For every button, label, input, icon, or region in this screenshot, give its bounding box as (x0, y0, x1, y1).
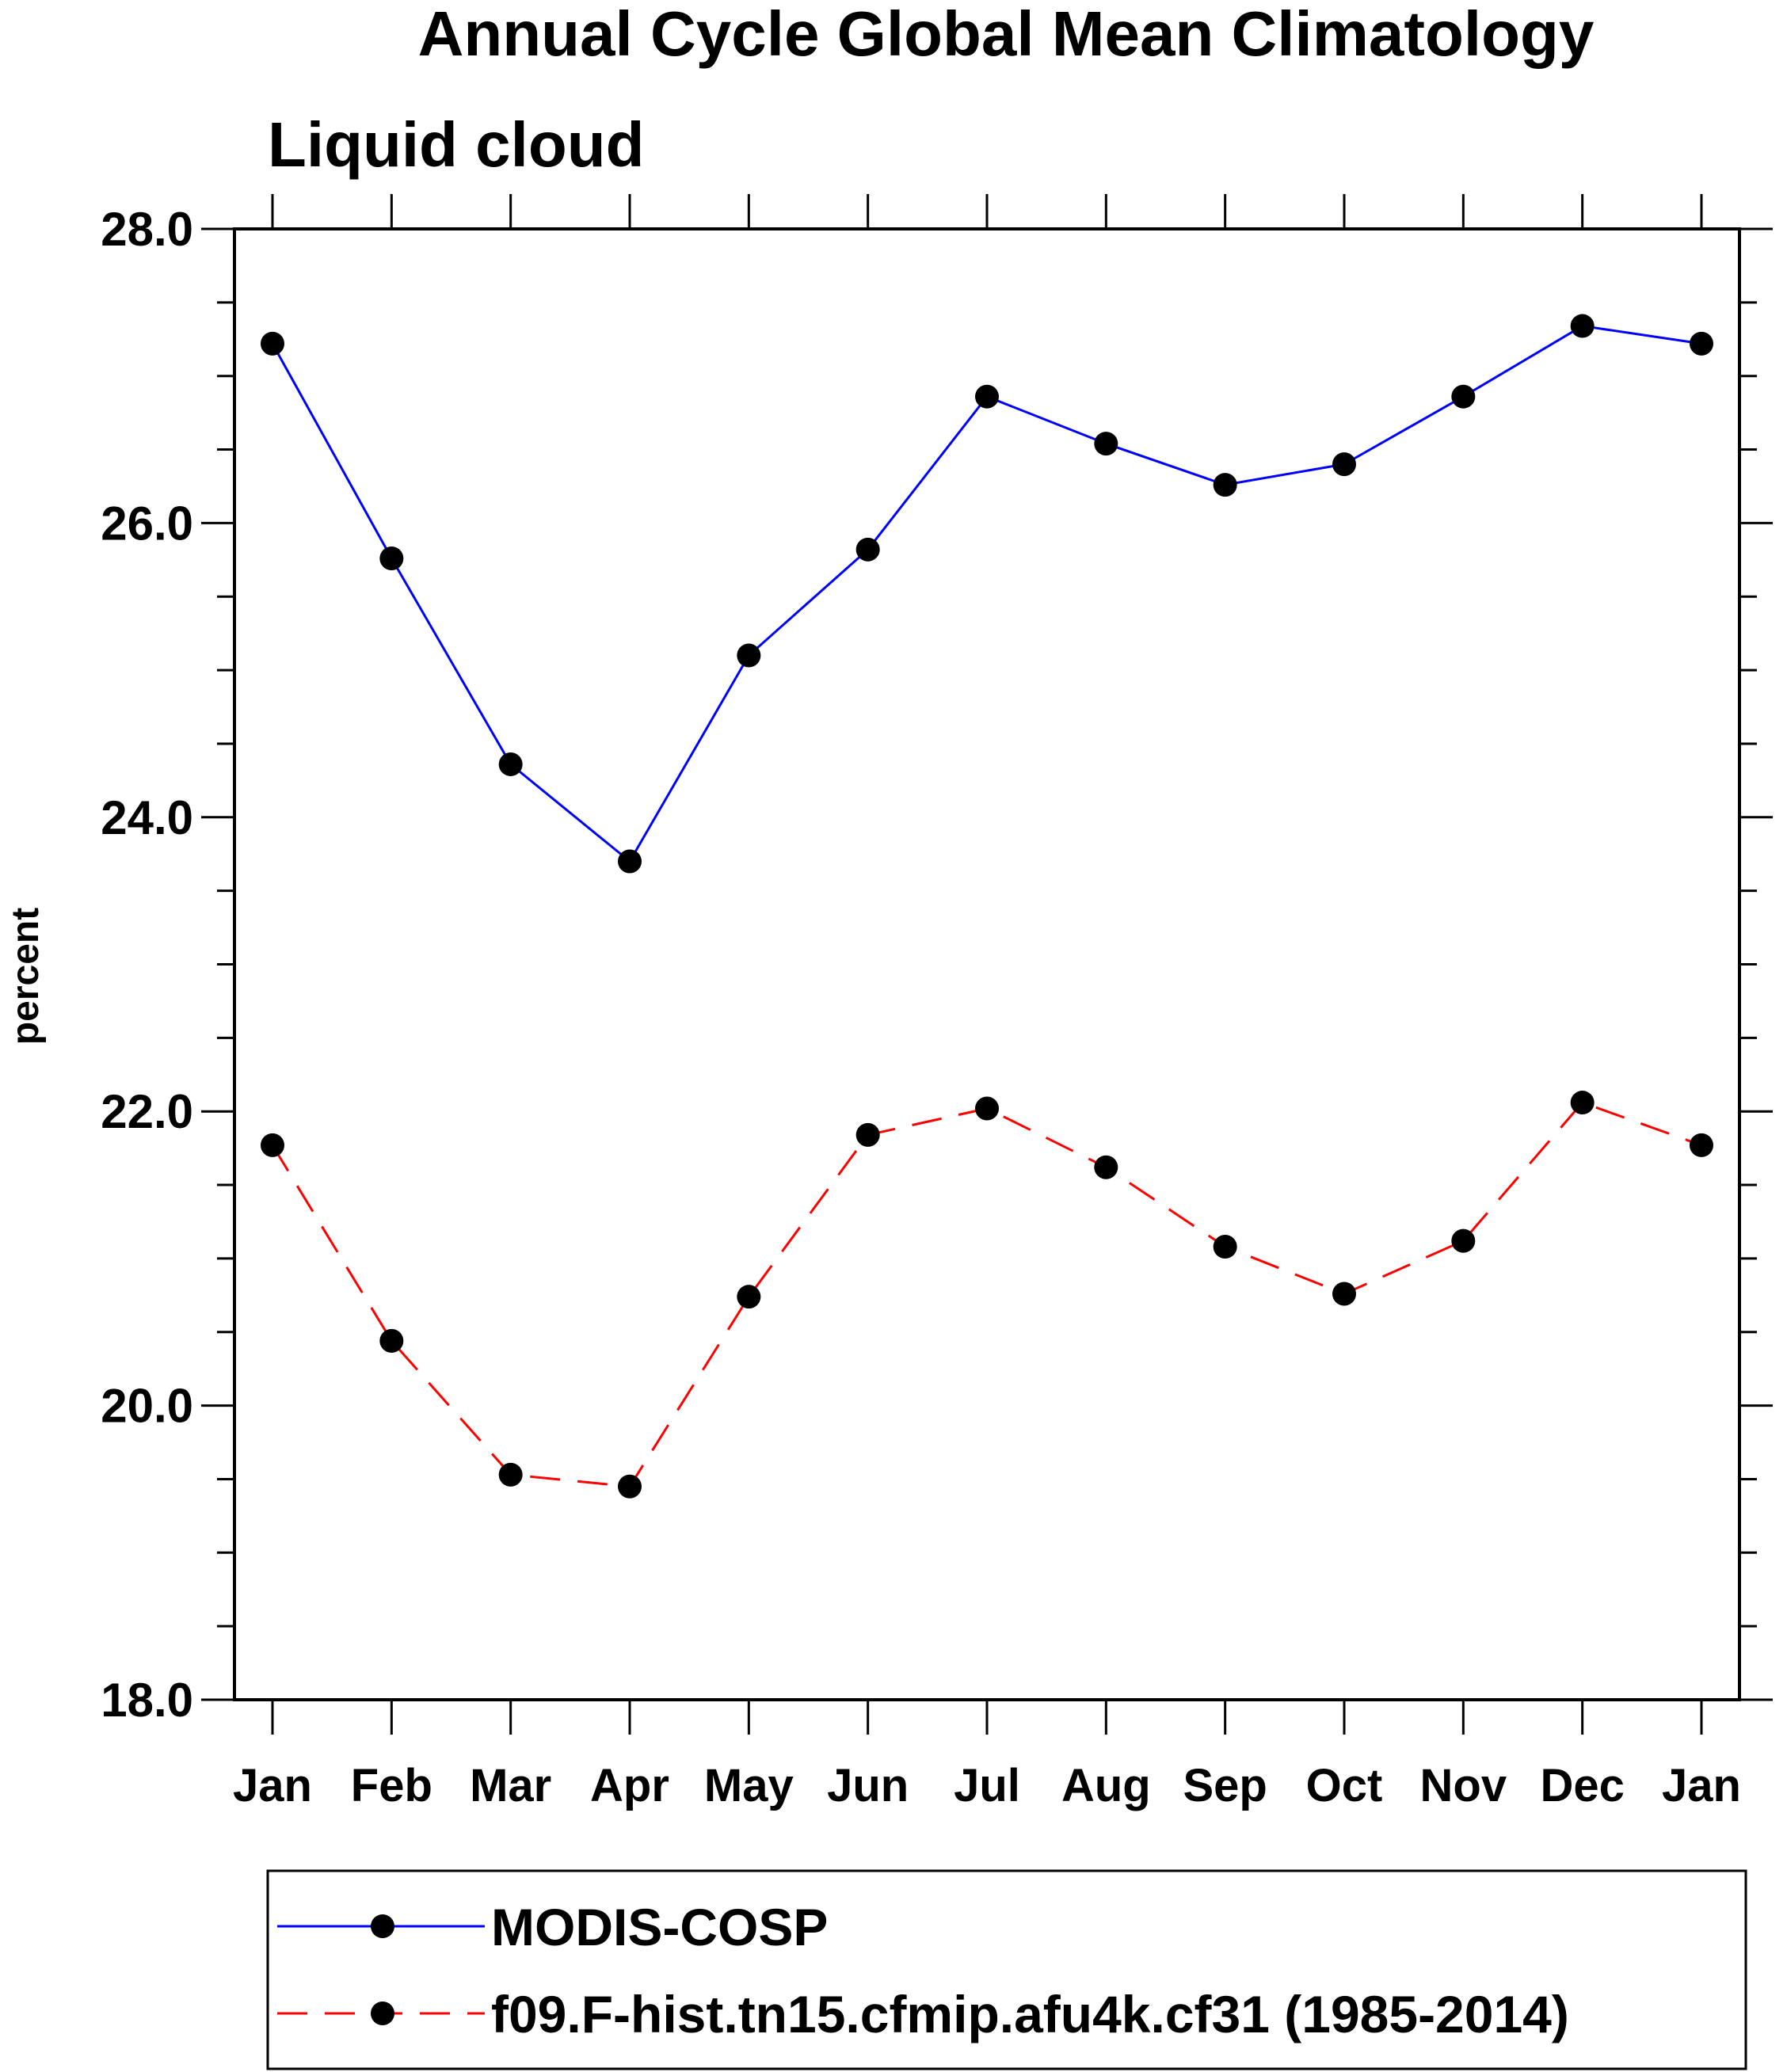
series-2-point (1094, 1155, 1118, 1179)
legend-box (266, 1869, 1747, 2070)
chart-subtitle: Liquid cloud (268, 109, 644, 180)
series-2-point (261, 1133, 284, 1157)
series-2-point (1332, 1282, 1356, 1306)
series-1-point (498, 752, 523, 776)
series-2-point (379, 1328, 404, 1353)
legend-label-1: MODIS-COSP (491, 1898, 828, 1956)
series-1-point (1094, 432, 1118, 456)
series-2-point (975, 1096, 999, 1121)
series-1-point (975, 384, 999, 409)
y-tick-label: 28.0 (101, 203, 193, 256)
y-axis-label: percent (5, 908, 47, 1045)
y-tick-label: 24.0 (101, 791, 193, 844)
legend-label-2: f09.F-hist.tn15.cfmip.afu4k.cf31 (1985-2… (491, 1985, 1569, 2043)
series-1-point (1213, 473, 1237, 497)
x-tick-label: Mar (470, 1760, 551, 1811)
x-tick-label: Aug (1061, 1760, 1151, 1811)
x-tick-label: Dec (1540, 1760, 1624, 1811)
series-1-point (1570, 314, 1595, 338)
series-2-point (1451, 1228, 1476, 1253)
series-2-point (1213, 1235, 1237, 1259)
legend-marker-2 (371, 2002, 394, 2025)
series-1-point (1332, 452, 1356, 477)
series-1-point (1451, 384, 1476, 409)
x-tick-label: Jul (954, 1760, 1020, 1811)
x-tick-label: Apr (590, 1760, 669, 1811)
series-1-point (737, 643, 761, 668)
series-1-point (379, 546, 404, 570)
y-axis-ticks: 18.0 20.0 22.0 24.0 26.0 28.0 (101, 203, 1773, 1727)
series-1-point (261, 331, 284, 356)
series-1-point (1690, 331, 1713, 356)
series-2-point (1570, 1091, 1595, 1115)
y-tick-label: 22.0 (101, 1085, 193, 1138)
x-tick-label: Jun (827, 1760, 909, 1811)
y-tick-label: 20.0 (101, 1380, 193, 1433)
x-tick-label: May (704, 1760, 794, 1811)
series-layer (261, 314, 1713, 1499)
x-tick-label: Sep (1183, 1760, 1267, 1811)
series-1-point (855, 537, 880, 562)
chart-title: Annual Cycle Global Mean Climatology (418, 0, 1595, 69)
series-2-point (618, 1474, 642, 1499)
series-line-2 (271, 1101, 1702, 1488)
y-tick-label: 18.0 (101, 1674, 193, 1727)
y-tick-label: 26.0 (101, 497, 193, 550)
legend-marker-1 (371, 1914, 394, 1938)
x-axis-ticks: Jan Feb Mar Apr May Jun Jul Aug Sep Oct Nov Dec Jan (233, 194, 1741, 1811)
x-tick-label: Oct (1306, 1760, 1383, 1811)
series-2-point (1690, 1133, 1713, 1157)
series-2-point (737, 1285, 761, 1309)
series-1-point (618, 849, 642, 874)
plot-frame (233, 227, 1741, 1701)
legend: MODIS-COSP f09.F-hist.tn15.cfmip.afu4k.cf… (277, 1898, 1569, 2043)
x-tick-label: Feb (351, 1760, 432, 1811)
x-tick-label: Jan (1662, 1760, 1741, 1811)
series-2-point (498, 1462, 523, 1487)
x-tick-label: Jan (233, 1760, 312, 1811)
series-2-point (855, 1122, 880, 1147)
x-tick-label: Nov (1420, 1760, 1507, 1811)
